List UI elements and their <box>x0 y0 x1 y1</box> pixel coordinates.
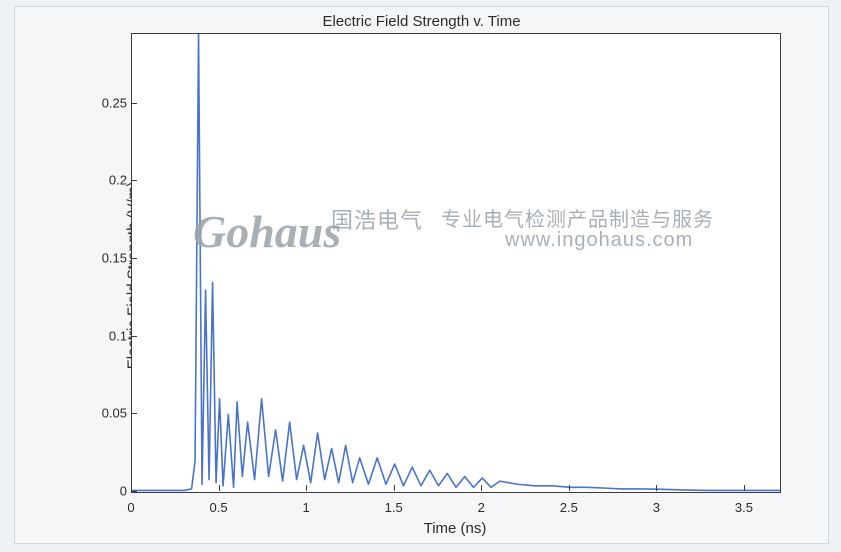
x-tick-mark <box>131 485 132 491</box>
x-tick-mark <box>744 485 745 491</box>
x-tick-label: 0 <box>127 500 134 515</box>
y-tick-mark <box>131 336 137 337</box>
x-tick-label: 2.5 <box>560 500 578 515</box>
x-tick-label: 2 <box>478 500 485 515</box>
x-tick-label: 3.5 <box>735 500 753 515</box>
plot-area <box>131 33 781 493</box>
x-tick-mark <box>306 485 307 491</box>
line-series <box>132 34 780 492</box>
y-tick-label: 0.2 <box>83 173 127 188</box>
y-tick-label: 0.1 <box>83 328 127 343</box>
y-tick-label: 0.15 <box>83 251 127 266</box>
y-tick-mark <box>131 258 137 259</box>
y-tick-mark <box>131 180 137 181</box>
x-tick-mark <box>569 485 570 491</box>
x-tick-mark <box>394 485 395 491</box>
x-tick-mark <box>481 485 482 491</box>
x-tick-mark <box>656 485 657 491</box>
y-tick-mark <box>131 491 137 492</box>
x-tick-label: 1 <box>303 500 310 515</box>
x-tick-label: 1.5 <box>385 500 403 515</box>
x-tick-label: 3 <box>653 500 660 515</box>
chart-card: Electric Field Strength v. Time Electric… <box>14 6 829 544</box>
y-tick-mark <box>131 103 137 104</box>
y-tick-label: 0.25 <box>83 95 127 110</box>
field-strength-line <box>132 34 780 490</box>
y-tick-label: 0.05 <box>83 406 127 421</box>
y-tick-mark <box>131 413 137 414</box>
y-tick-label: 0 <box>83 484 127 499</box>
x-tick-mark <box>219 485 220 491</box>
x-tick-label: 0.5 <box>210 500 228 515</box>
x-axis-label: Time (ns) <box>131 520 779 537</box>
